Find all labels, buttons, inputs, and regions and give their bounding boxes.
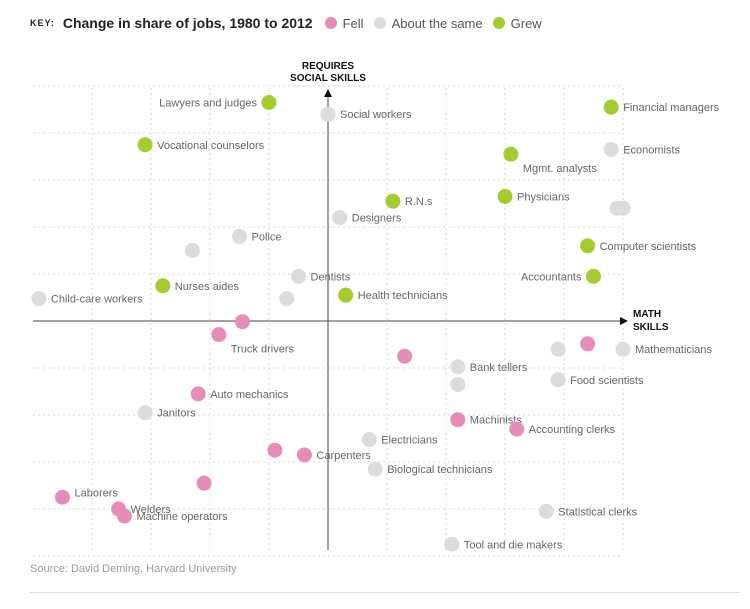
point-label-grew-8: Nurses aides — [175, 281, 240, 293]
legend-label-fell: Fell — [342, 15, 364, 31]
point-fell-0 — [234, 314, 250, 330]
legend-item-fell: Fell — [324, 15, 364, 31]
point-label-grew-9: Health technicians — [358, 290, 448, 302]
point-label-fell-4: Auto mechanics — [210, 389, 289, 401]
point-label-about-the-same-4: Designers — [352, 213, 402, 225]
point-about-the-same-19 — [444, 536, 460, 552]
point-label-about-the-same-1: Economists — [623, 144, 680, 156]
legend-swatch-same — [373, 17, 386, 29]
point-label-grew-1: Financial managers — [623, 102, 719, 114]
point-label-fell-6: Accounting clerks — [529, 424, 616, 436]
point-label-about-the-same-5: Police — [252, 231, 282, 243]
point-about-the-same-3 — [609, 200, 625, 216]
legend-swatch-grew — [492, 17, 505, 29]
chart-title: Change in share of jobs, 1980 to 2012 — [62, 15, 313, 31]
point-about-the-same-6 — [184, 243, 200, 258]
point-label-fell-10: Laborers — [75, 487, 119, 499]
point-about-the-same-14 — [550, 372, 566, 388]
point-grew-5 — [497, 188, 513, 204]
data-points: Truck drivers Auto mechanics Machinists Acc… — [31, 94, 720, 552]
point-label-fell-11: Welders — [131, 504, 172, 516]
gridlines — [33, 85, 624, 557]
point-grew-1 — [603, 99, 619, 115]
point-fell-2 — [397, 348, 413, 364]
point-about-the-same-15 — [137, 405, 153, 421]
point-label-about-the-same-15: Janitors — [157, 408, 196, 420]
point-label-about-the-same-7: Dentists — [311, 271, 351, 283]
point-fell-9 — [196, 475, 212, 491]
y-axis-title-line1: REQUIRES — [302, 61, 355, 72]
x-axis-arrow — [620, 317, 628, 325]
point-fell-1 — [211, 327, 227, 343]
point-label-fell-12: Machine operators — [136, 511, 228, 523]
point-about-the-same-1 — [603, 141, 619, 157]
x-axis-title-line1: MATH — [633, 309, 661, 320]
legend-label-grew: Grew — [510, 15, 542, 31]
point-label-grew-0: Lawyers and judges — [159, 97, 257, 109]
point-fell-5 — [450, 412, 466, 428]
point-grew-0 — [261, 94, 277, 110]
point-fell-12 — [116, 508, 132, 524]
point-grew-9 — [338, 287, 354, 303]
point-fell-4 — [190, 386, 206, 402]
point-about-the-same-7 — [291, 268, 306, 284]
legend-item-same: About the same — [373, 15, 483, 31]
point-grew-4 — [385, 193, 401, 209]
point-label-grew-6: Computer scientists — [600, 241, 697, 253]
point-label-grew-2: Vocational counselors — [157, 140, 265, 152]
point-label-about-the-same-11: Mathematicians — [635, 344, 713, 356]
point-label-about-the-same-19: Tool and die makers — [464, 539, 563, 551]
y-axis-arrow — [324, 89, 332, 97]
point-about-the-same-8 — [279, 291, 295, 307]
point-fell-3 — [580, 336, 596, 352]
point-label-about-the-same-17: Biological technicians — [387, 464, 493, 476]
y-axis-title-line2: SOCIAL SKILLS — [290, 73, 366, 84]
point-label-grew-5: Physicians — [517, 191, 570, 203]
point-about-the-same-16 — [361, 432, 377, 448]
point-label-fell-8: Carpenters — [316, 450, 371, 462]
point-label-about-the-same-0: Social workers — [340, 109, 412, 121]
x-axis-title-line2: SKILLS — [633, 322, 669, 333]
point-label-about-the-same-18: Statistical clerks — [558, 506, 637, 518]
point-about-the-same-10 — [550, 341, 566, 357]
point-about-the-same-0 — [320, 106, 336, 122]
legend-swatch-fell — [324, 17, 337, 29]
point-label-grew-3: Mgmt. analysts — [523, 163, 597, 175]
point-grew-7 — [586, 268, 601, 284]
point-label-grew-7: Accountants — [521, 271, 582, 283]
point-about-the-same-11 — [615, 341, 631, 357]
point-about-the-same-18 — [538, 503, 554, 519]
source-note: Source: David Deming, Harvard University — [30, 563, 237, 575]
point-fell-8 — [296, 447, 312, 463]
point-fell-6 — [509, 421, 525, 437]
legend-item-grew: Grew — [492, 15, 542, 31]
point-label-about-the-same-12: Bank tellers — [470, 362, 528, 374]
legend-key-label: KEY: — [30, 18, 55, 28]
scatter-plot: REQUIRES SOCIAL SKILLS MATH SKILLS Truck… — [31, 61, 720, 557]
point-grew-8 — [155, 278, 171, 294]
point-label-fell-1: Truck drivers — [231, 344, 295, 356]
point-label-about-the-same-9: Child-care workers — [51, 294, 143, 306]
point-grew-3 — [503, 146, 519, 162]
point-label-fell-5: Machinists — [470, 415, 522, 427]
point-about-the-same-5 — [232, 228, 247, 244]
point-about-the-same-9 — [31, 291, 47, 307]
point-about-the-same-4 — [332, 210, 348, 226]
axes: REQUIRES SOCIAL SKILLS MATH SKILLS — [33, 61, 669, 550]
bottom-divider — [30, 592, 740, 593]
point-about-the-same-12 — [450, 359, 466, 375]
point-grew-2 — [137, 137, 153, 153]
point-grew-6 — [580, 238, 596, 254]
point-label-about-the-same-14: Food scientists — [570, 375, 644, 387]
point-label-grew-4: R.N.s — [405, 196, 433, 208]
point-about-the-same-13 — [450, 376, 466, 392]
point-fell-7 — [267, 442, 283, 458]
point-fell-10 — [55, 489, 70, 505]
point-label-about-the-same-16: Electricians — [381, 435, 438, 447]
legend: KEY: Change in share of jobs, 1980 to 20… — [30, 12, 552, 34]
legend-label-same: About the same — [391, 15, 483, 31]
point-about-the-same-17 — [367, 461, 383, 477]
